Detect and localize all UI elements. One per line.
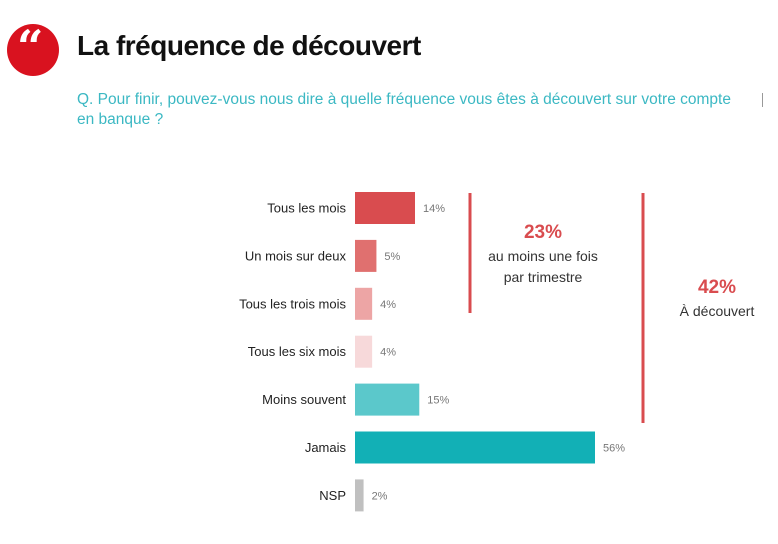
category-label: Moins souvent	[262, 392, 346, 407]
question-text: Q. Pour finir, pouvez-vous nous dire à q…	[77, 91, 731, 128]
bar	[355, 192, 415, 224]
category-label: Un mois sur deux	[245, 248, 347, 263]
bar	[355, 287, 373, 320]
value-label: 4%	[380, 299, 396, 311]
bar	[355, 479, 364, 512]
value-label: 56%	[603, 443, 625, 455]
value-label: 4%	[380, 347, 396, 359]
category-label: Jamais	[305, 440, 347, 455]
category-label: NSP	[319, 488, 346, 503]
annotation-text: au moins une fois	[488, 248, 598, 264]
value-label: 2%	[372, 490, 388, 502]
category-label: Tous les trois mois	[239, 296, 346, 311]
category-label: Tous les six mois	[248, 344, 347, 359]
divider	[762, 93, 763, 107]
value-label: 15%	[427, 395, 449, 407]
bar	[355, 335, 373, 368]
quote-icon: “	[7, 24, 59, 76]
bar	[355, 431, 595, 464]
annotation-value: 23%	[524, 222, 562, 243]
annotation-text: À découvert	[680, 303, 755, 319]
category-label: Tous les mois	[267, 201, 346, 216]
annotation-text: par trimestre	[504, 269, 583, 285]
bar	[355, 239, 377, 272]
value-label: 5%	[384, 251, 400, 263]
page-title: La fréquence de découvert	[77, 30, 421, 61]
value-label: 14%	[423, 203, 445, 215]
bar	[355, 383, 420, 416]
annotation-value: 42%	[698, 277, 736, 298]
